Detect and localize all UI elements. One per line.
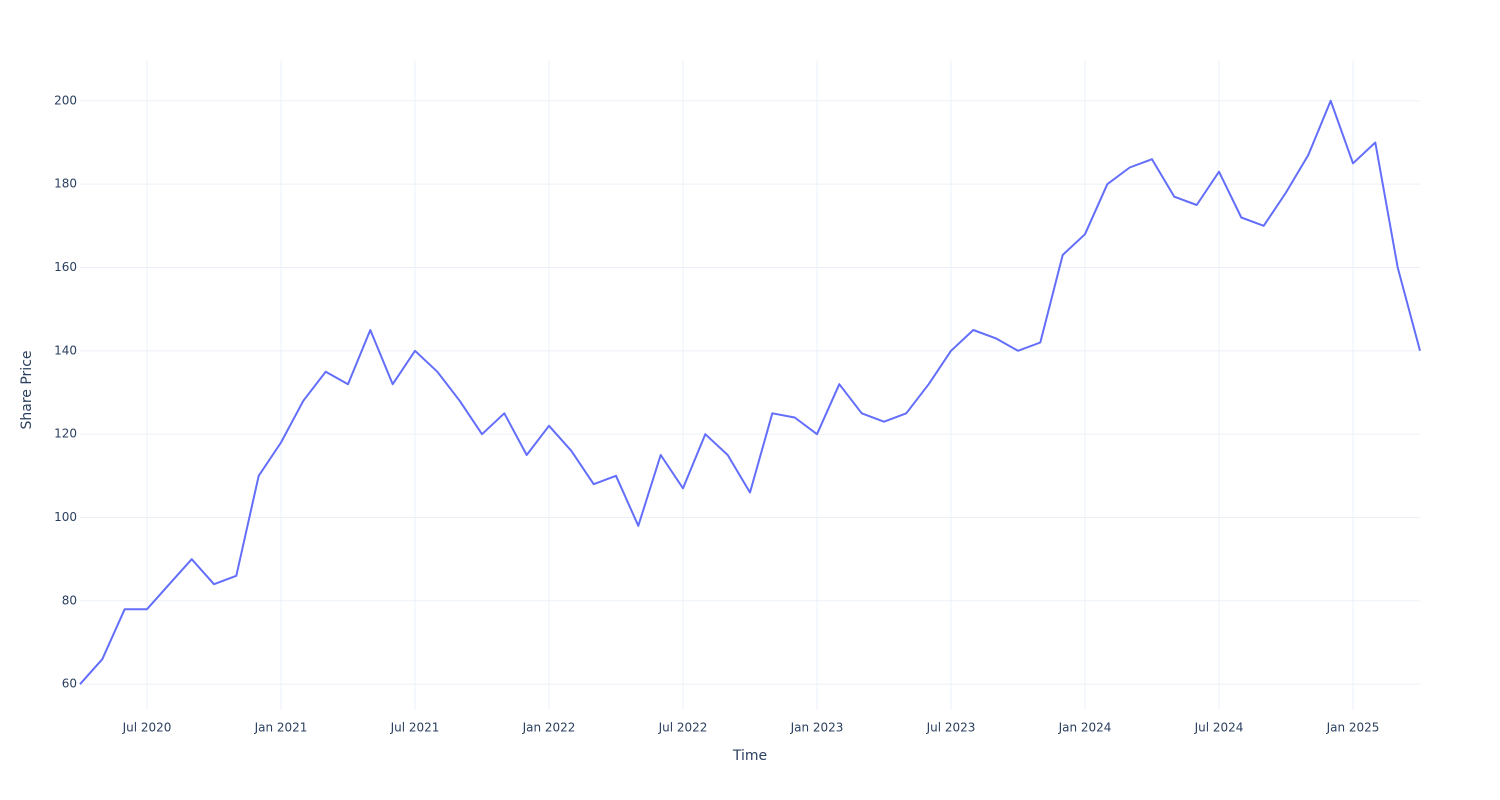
x-tick-label: Jan 2022 [522, 721, 576, 735]
y-tick-label: 140 [54, 343, 77, 357]
y-tick-label: 160 [54, 260, 77, 274]
x-tick-label: Jan 2025 [1326, 721, 1380, 735]
y-tick-label: 200 [54, 93, 77, 107]
x-tick-label: Jul 2023 [926, 721, 976, 735]
y-tick-label: 60 [62, 677, 77, 691]
x-tick-label: Jul 2024 [1194, 721, 1244, 735]
grid [80, 60, 1420, 710]
x-tick-label: Jul 2022 [658, 721, 708, 735]
y-tick-label: 100 [54, 510, 77, 524]
y-tick-label: 80 [62, 593, 77, 607]
price-line [79, 99, 1421, 685]
x-tick-label: Jan 2024 [1058, 721, 1112, 735]
x-tick-label: Jan 2023 [790, 721, 844, 735]
y-tick-label: 180 [54, 177, 77, 191]
y-axis-title: Share Price [19, 350, 35, 429]
x-tick-label: Jul 2020 [122, 721, 172, 735]
x-tick-label: Jan 2021 [254, 721, 308, 735]
y-tick-label: 120 [54, 427, 77, 441]
x-tick-label: Jul 2021 [390, 721, 440, 735]
x-axis-title: Time [732, 748, 767, 764]
